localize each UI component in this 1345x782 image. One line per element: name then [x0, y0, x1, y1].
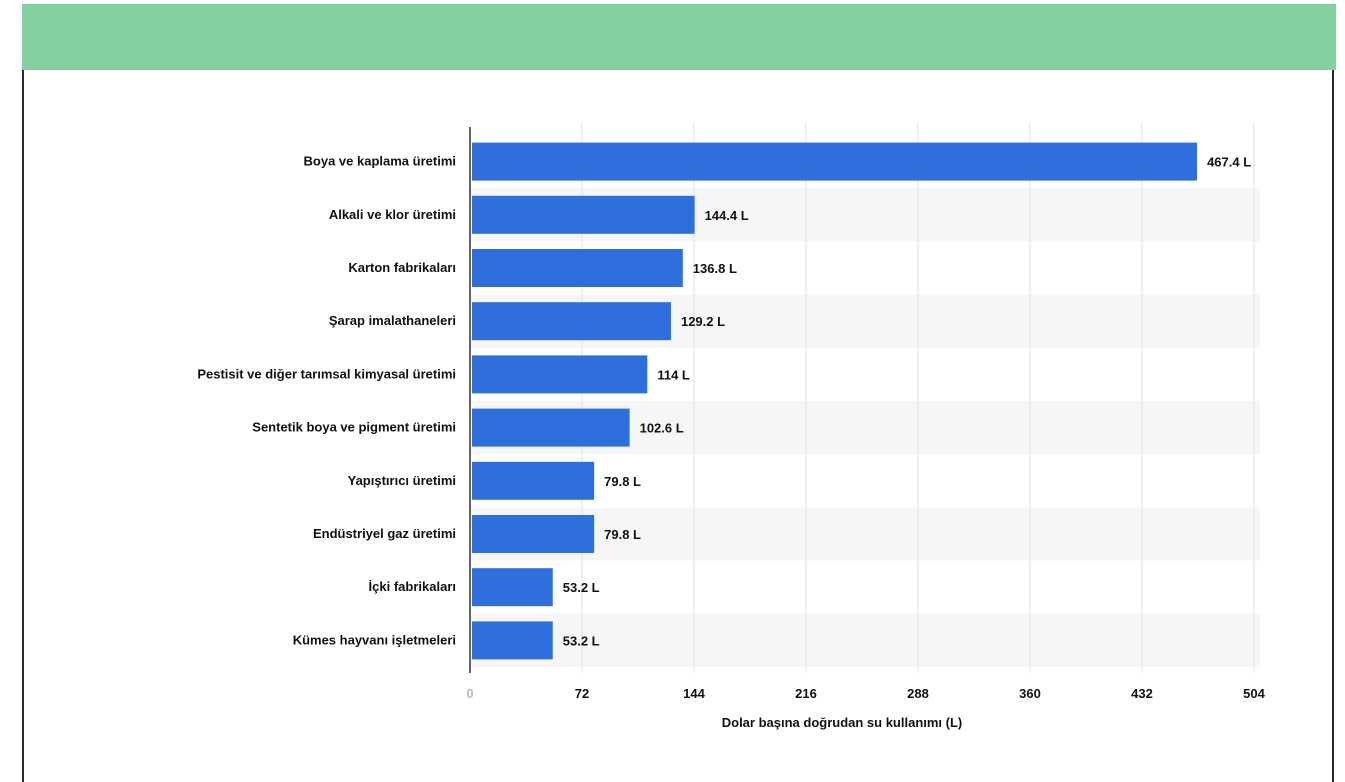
x-tick-label: 288 — [907, 686, 929, 701]
bar — [472, 568, 553, 607]
bar — [472, 195, 695, 234]
x-tick-label: 360 — [1019, 686, 1041, 701]
value-label: 102.6 L — [640, 421, 684, 436]
category-label: İçki fabrikaları — [369, 579, 456, 594]
bar — [472, 302, 671, 341]
category-label: Boya ve kaplama üretimi — [304, 154, 456, 169]
x-axis-title: Dolar başına doğrudan su kullanımı (L) — [722, 715, 963, 730]
value-label: 79.8 L — [604, 474, 641, 489]
value-label: 467.4 L — [1207, 155, 1251, 170]
value-label: 53.2 L — [563, 633, 600, 648]
category-label: Alkali ve klor üretimi — [329, 207, 456, 222]
value-label: 79.8 L — [604, 527, 641, 542]
bar — [472, 515, 595, 553]
x-tick-label: 216 — [795, 686, 817, 701]
value-labels: 467.4 L 144.4 L 136.8 L 129.2 L 114 L 102.6 L… — [563, 155, 1251, 649]
value-label: 53.2 L — [563, 580, 600, 595]
bar — [472, 355, 648, 394]
x-tick-label: 72 — [575, 686, 589, 701]
x-tick-label: 0 — [466, 686, 473, 701]
x-tick-label: 432 — [1131, 686, 1153, 701]
x-tick-label: 144 — [683, 686, 705, 701]
x-tick-label: 504 — [1243, 686, 1265, 701]
value-label: 129.2 L — [681, 314, 725, 329]
bars — [472, 142, 1198, 660]
value-label: 114 L — [657, 367, 690, 382]
category-label: Pestisit ve diğer tarımsal kimyasal üret… — [197, 366, 456, 381]
bar — [472, 461, 595, 500]
row-stripe — [470, 507, 1260, 561]
value-label: 144.4 L — [705, 208, 749, 223]
chart-frame — [22, 70, 1334, 782]
category-label: Kümes hayvanı işletmeleri — [293, 632, 456, 647]
x-tick-labels: 0 72 144 216 288 360 432 504 — [466, 686, 1265, 701]
header-banner — [22, 4, 1336, 70]
bar — [472, 408, 630, 447]
row-stripe — [470, 613, 1260, 667]
gridlines — [581, 123, 1255, 673]
bar — [472, 621, 553, 660]
category-label: Şarap imalathaneleri — [329, 313, 456, 328]
category-label: Endüstriyel gaz üretimi — [313, 526, 456, 541]
category-label: Yapıştırıcı üretimi — [348, 473, 456, 488]
bar — [472, 249, 683, 287]
category-labels: Boya ve kaplama üretimi Alkali ve klor ür… — [197, 154, 456, 648]
bar — [472, 142, 1198, 181]
category-label: Sentetik boya ve pigment üretimi — [252, 420, 456, 435]
value-label: 136.8 L — [693, 261, 737, 276]
category-label: Karton fabrikaları — [348, 260, 456, 275]
